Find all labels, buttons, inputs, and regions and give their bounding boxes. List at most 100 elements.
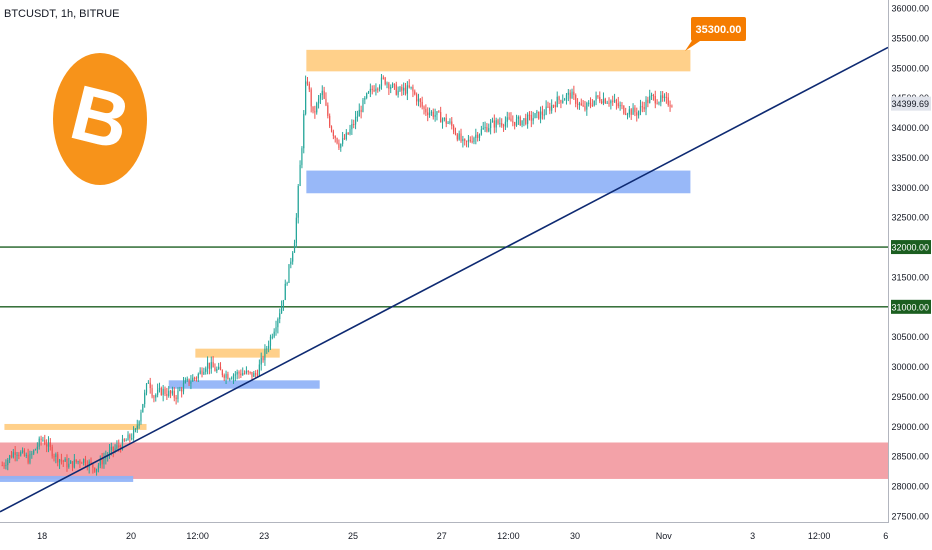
candle-body bbox=[321, 90, 323, 96]
candle-body bbox=[317, 98, 320, 104]
candle-body bbox=[242, 373, 244, 376]
price-tick-label: 35500.00 bbox=[891, 33, 929, 43]
price-tick-label: 33000.00 bbox=[891, 183, 929, 193]
candle-body bbox=[647, 99, 649, 103]
candle-body bbox=[310, 89, 312, 107]
candle-body bbox=[188, 378, 190, 384]
candle-body bbox=[519, 116, 521, 125]
candle-body bbox=[284, 283, 286, 301]
candle-body bbox=[597, 95, 599, 97]
price-tick-label: 33500.00 bbox=[891, 153, 929, 163]
candle-body bbox=[456, 134, 458, 140]
candle-body bbox=[588, 102, 590, 104]
candle-body bbox=[234, 374, 236, 376]
candle-body bbox=[669, 105, 671, 107]
candle-body bbox=[295, 217, 297, 243]
candle-body bbox=[203, 371, 205, 375]
candle-body bbox=[158, 387, 161, 390]
candle-body bbox=[20, 452, 22, 456]
time-tick-label: 25 bbox=[348, 531, 358, 541]
candle-body bbox=[145, 383, 148, 393]
candle-body bbox=[245, 370, 248, 374]
candle-body bbox=[258, 364, 260, 376]
candle-body bbox=[40, 438, 42, 441]
candle-body bbox=[199, 370, 201, 374]
time-tick-label: 30 bbox=[570, 531, 580, 541]
candle-body bbox=[438, 111, 440, 113]
candle-body bbox=[58, 459, 61, 463]
candle-body bbox=[625, 113, 627, 115]
candle-body bbox=[292, 252, 294, 262]
candle-body bbox=[443, 117, 445, 120]
candle-body bbox=[606, 102, 608, 104]
support-zone-mid bbox=[306, 170, 691, 194]
candle-body bbox=[558, 96, 560, 101]
candle-body bbox=[391, 83, 394, 88]
candle-body bbox=[121, 439, 124, 450]
candle-body bbox=[506, 117, 508, 122]
candle-body bbox=[617, 103, 619, 107]
candle-body bbox=[114, 448, 116, 451]
candle-body bbox=[330, 126, 333, 132]
candle-body bbox=[42, 439, 44, 441]
candle-body bbox=[554, 105, 556, 107]
candle-body bbox=[110, 446, 112, 451]
candle-body bbox=[464, 139, 466, 141]
candle-body bbox=[523, 118, 525, 121]
candle-body bbox=[71, 461, 74, 468]
candle-body bbox=[564, 99, 566, 101]
candle-body bbox=[652, 94, 655, 96]
candle-body bbox=[589, 102, 592, 105]
candle-body bbox=[177, 390, 179, 400]
candle-body bbox=[453, 125, 455, 132]
candle-body bbox=[162, 388, 164, 395]
candle-body bbox=[334, 135, 336, 139]
candle-body bbox=[260, 357, 262, 365]
candle-body bbox=[288, 264, 290, 283]
candle-body bbox=[521, 120, 523, 125]
price-axis: 27500.00 28000.00 28500.00 29000.00 29500.00… bbox=[888, 0, 932, 550]
candle-body bbox=[656, 103, 658, 105]
candle-body bbox=[231, 378, 233, 380]
candle-body bbox=[386, 83, 388, 85]
candle-body bbox=[182, 383, 185, 392]
candle-body bbox=[249, 371, 251, 373]
candle-body bbox=[356, 116, 359, 118]
candle-body bbox=[541, 111, 544, 115]
candle-body bbox=[105, 456, 107, 459]
candle-body bbox=[458, 133, 460, 140]
candle-body bbox=[268, 345, 270, 349]
candle-body bbox=[31, 453, 33, 455]
candle-body bbox=[395, 84, 397, 95]
candle-body bbox=[181, 389, 183, 392]
price-tick-label: 32500.00 bbox=[891, 213, 929, 223]
candle-body bbox=[3, 465, 5, 467]
candle-body bbox=[551, 105, 553, 111]
candle-body bbox=[613, 100, 616, 102]
candle-body bbox=[373, 89, 375, 92]
time-axis-bg bbox=[0, 522, 888, 550]
time-tick-label: 12:00 bbox=[497, 531, 520, 541]
time-tick-label: 3 bbox=[750, 531, 755, 541]
candle-body bbox=[95, 468, 98, 472]
candle-body bbox=[147, 382, 149, 384]
candle-body bbox=[232, 375, 235, 379]
candle-body bbox=[608, 102, 610, 104]
candle-body bbox=[580, 103, 582, 106]
candle-body bbox=[375, 88, 377, 92]
candle-body bbox=[325, 98, 327, 106]
candle-body bbox=[560, 100, 562, 103]
candle-body bbox=[38, 438, 40, 447]
candle-body bbox=[380, 77, 383, 87]
candle-body bbox=[576, 103, 579, 105]
candle-body bbox=[419, 98, 421, 102]
price-tick-label: 28500.00 bbox=[891, 452, 929, 462]
candle-body bbox=[197, 373, 199, 379]
candle-body bbox=[303, 113, 305, 149]
time-tick-label: 20 bbox=[126, 531, 136, 541]
level-price-tag-bg bbox=[891, 240, 931, 255]
candle-body bbox=[127, 434, 129, 441]
candle-body bbox=[578, 103, 581, 105]
candle-body bbox=[650, 94, 653, 96]
